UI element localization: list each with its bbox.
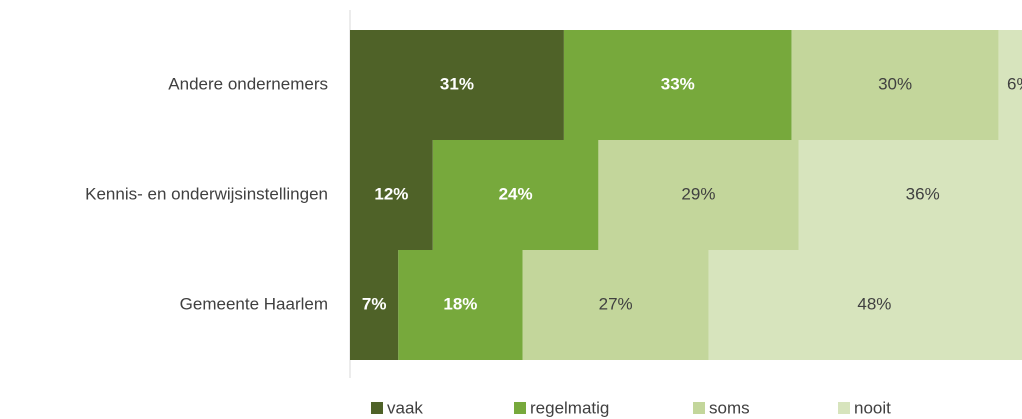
legend-swatch [693, 402, 705, 414]
data-label: 29% [681, 184, 715, 203]
data-label: 48% [857, 294, 891, 313]
bar-segment [791, 30, 999, 140]
bar-segment [350, 140, 433, 250]
bar-segment [350, 30, 564, 140]
bar-segment [398, 250, 523, 360]
legend-swatch [514, 402, 526, 414]
data-label: 33% [661, 74, 695, 93]
legend-label: soms [709, 398, 750, 417]
bar-segment [708, 250, 1022, 360]
legend-label: nooit [854, 398, 891, 417]
bar-segment [563, 30, 792, 140]
bar-segment [350, 250, 399, 360]
y-tick-label: Gemeente Haarlem [180, 294, 328, 313]
legend-swatch [838, 402, 850, 414]
y-tick-label: Kennis- en onderwijsinstellingen [85, 184, 328, 203]
bar-segment [598, 140, 799, 250]
data-label: 24% [499, 184, 533, 203]
bar-segment [798, 140, 1022, 250]
legend-label: vaak [387, 398, 423, 417]
data-label: 12% [374, 184, 408, 203]
data-label: 6% [1007, 74, 1022, 93]
legend-swatch [371, 402, 383, 414]
bar-segment [432, 140, 599, 250]
bar-segment [998, 30, 1022, 140]
data-label: 36% [906, 184, 940, 203]
data-label: 31% [440, 74, 474, 93]
data-label: 30% [878, 74, 912, 93]
data-label: 18% [443, 294, 477, 313]
y-tick-label: Andere ondernemers [168, 74, 328, 93]
bar-segment [522, 250, 709, 360]
data-label: 27% [599, 294, 633, 313]
legend-label: regelmatig [530, 398, 609, 417]
data-label: 7% [362, 294, 387, 313]
